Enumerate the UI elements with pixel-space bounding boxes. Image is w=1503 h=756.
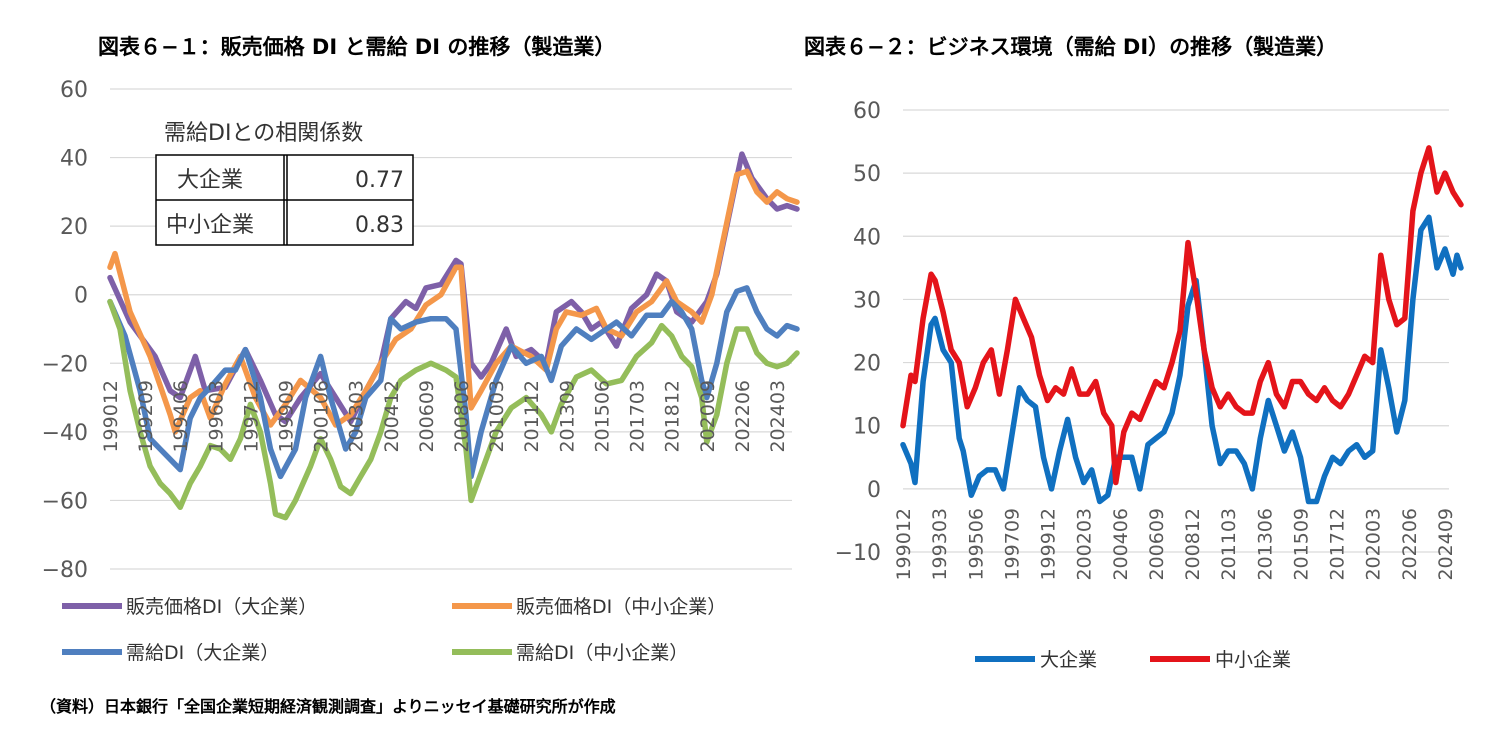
y-tick-label: −20 (42, 352, 88, 377)
x-tick-label: 202009 (697, 380, 719, 453)
x-tick-label: 199912 (1038, 508, 1060, 581)
x-tick-label: 202206 (1399, 508, 1421, 581)
y-tick-label: 20 (60, 215, 88, 240)
correlation-row-value: 0.77 (355, 168, 404, 193)
x-tick-label: 200812 (1182, 508, 1204, 581)
x-tick-label: 201509 (1290, 508, 1312, 581)
legend-label: 中小企業 (1215, 649, 1291, 671)
chart2-title: 図表６−２：ビジネス環境（需給 DI）の推移（製造業） (804, 35, 1337, 59)
x-tick-label: 202409 (1435, 508, 1457, 581)
x-tick-label: 202403 (767, 380, 789, 453)
y-tick-label: 20 (853, 352, 881, 377)
y-tick-label: 50 (853, 162, 881, 187)
x-tick-label: 201112 (521, 380, 543, 453)
x-tick-label: 202206 (732, 380, 754, 453)
x-tick-label: 199012 (893, 508, 915, 581)
x-tick-label: 199209 (135, 380, 157, 453)
y-tick-label: 40 (853, 225, 881, 250)
x-tick-label: 199712 (240, 380, 262, 453)
legend-label: 大企業 (1040, 649, 1097, 671)
correlation-row-label: 大企業 (177, 168, 243, 193)
correlation-row-label: 中小企業 (166, 213, 254, 238)
chart2-x-axis: 199012 199303 199506 199709 199912 200203 2004… (893, 508, 1457, 581)
series-line-blue2 (900, 214, 1464, 505)
y-tick-label: 0 (74, 284, 88, 309)
series-line-green (107, 298, 800, 521)
correlation-table: 需給DIとの相関係数 大企業 0.77 中小企業 0.83 (155, 121, 414, 246)
x-tick-label: 199603 (205, 380, 227, 453)
x-tick-label: 201103 (1218, 508, 1240, 581)
x-tick-label: 201306 (1254, 508, 1276, 581)
x-tick-label: 199909 (276, 380, 298, 453)
y-tick-label: −60 (42, 489, 88, 514)
legend-label: 販売価格DI（中小企業） (516, 596, 726, 618)
x-tick-label: 199303 (929, 508, 951, 581)
y-tick-label: −40 (42, 421, 88, 446)
chart1-plot-area (107, 151, 800, 521)
x-tick-label: 200303 (346, 380, 368, 453)
x-tick-label: 200406 (1110, 508, 1132, 581)
x-tick-label: 200609 (1146, 508, 1168, 581)
x-tick-label: 199406 (170, 380, 192, 453)
legend-label: 販売価格DI（大企業） (126, 596, 317, 618)
source-note: （資料）日本銀行「全国企業短期経済観測調査」よりニッセイ基礎研究所が作成 (40, 697, 616, 716)
x-tick-label: 201703 (627, 380, 649, 453)
y-tick-label: 60 (60, 78, 88, 103)
chart1-title: 図表６−１：販売価格 DI と需給 DI の推移（製造業） (98, 35, 615, 59)
y-tick-label: 60 (853, 99, 881, 124)
x-tick-label: 199506 (965, 508, 987, 581)
y-tick-label: −10 (835, 541, 881, 566)
x-tick-label: 202003 (1363, 508, 1385, 581)
x-tick-label: 200806 (451, 380, 473, 453)
x-tick-label: 201506 (591, 380, 613, 453)
x-tick-label: 200106 (311, 380, 333, 453)
x-tick-label: 199709 (1001, 508, 1023, 581)
x-tick-label: 199012 (100, 380, 122, 453)
y-tick-label: 10 (853, 415, 881, 440)
series-line-orange (107, 168, 800, 435)
x-tick-label: 200203 (1074, 508, 1096, 581)
chart2-gridlines (903, 109, 1449, 553)
correlation-table-title: 需給DIとの相関係数 (164, 121, 363, 146)
x-tick-label: 201812 (662, 380, 684, 453)
series-line-red (900, 145, 1464, 486)
chart2-legend: 大企業 中小企業 (975, 649, 1291, 671)
chart1-x-axis: 199012 199209 199406 199603 199712 199909 2001… (100, 380, 789, 453)
chart1-legend: 販売価格DI（大企業） 販売価格DI（中小企業） 需給DI（大企業） 需給DI（… (62, 596, 726, 664)
x-tick-label: 200412 (381, 380, 403, 453)
x-tick-label: 200609 (416, 380, 438, 453)
y-tick-label: 30 (853, 288, 881, 313)
x-tick-label: 201309 (556, 380, 578, 453)
correlation-row-value: 0.83 (355, 213, 404, 238)
y-tick-label: 0 (867, 478, 881, 503)
y-tick-label: −80 (42, 558, 88, 583)
chart2-plot-area (900, 145, 1464, 505)
legend-label: 需給DI（中小企業） (516, 642, 688, 664)
x-tick-label: 201003 (486, 380, 508, 453)
chart2-y-axis: 60 50 40 30 20 10 0 −10 (835, 99, 881, 566)
x-tick-label: 201712 (1327, 508, 1349, 581)
series-line-blue (107, 285, 800, 480)
legend-label: 需給DI（大企業） (126, 642, 279, 664)
y-tick-label: 40 (60, 147, 88, 172)
chart1-y-axis: 60 40 20 0 −20 −40 −60 −80 (42, 78, 88, 583)
